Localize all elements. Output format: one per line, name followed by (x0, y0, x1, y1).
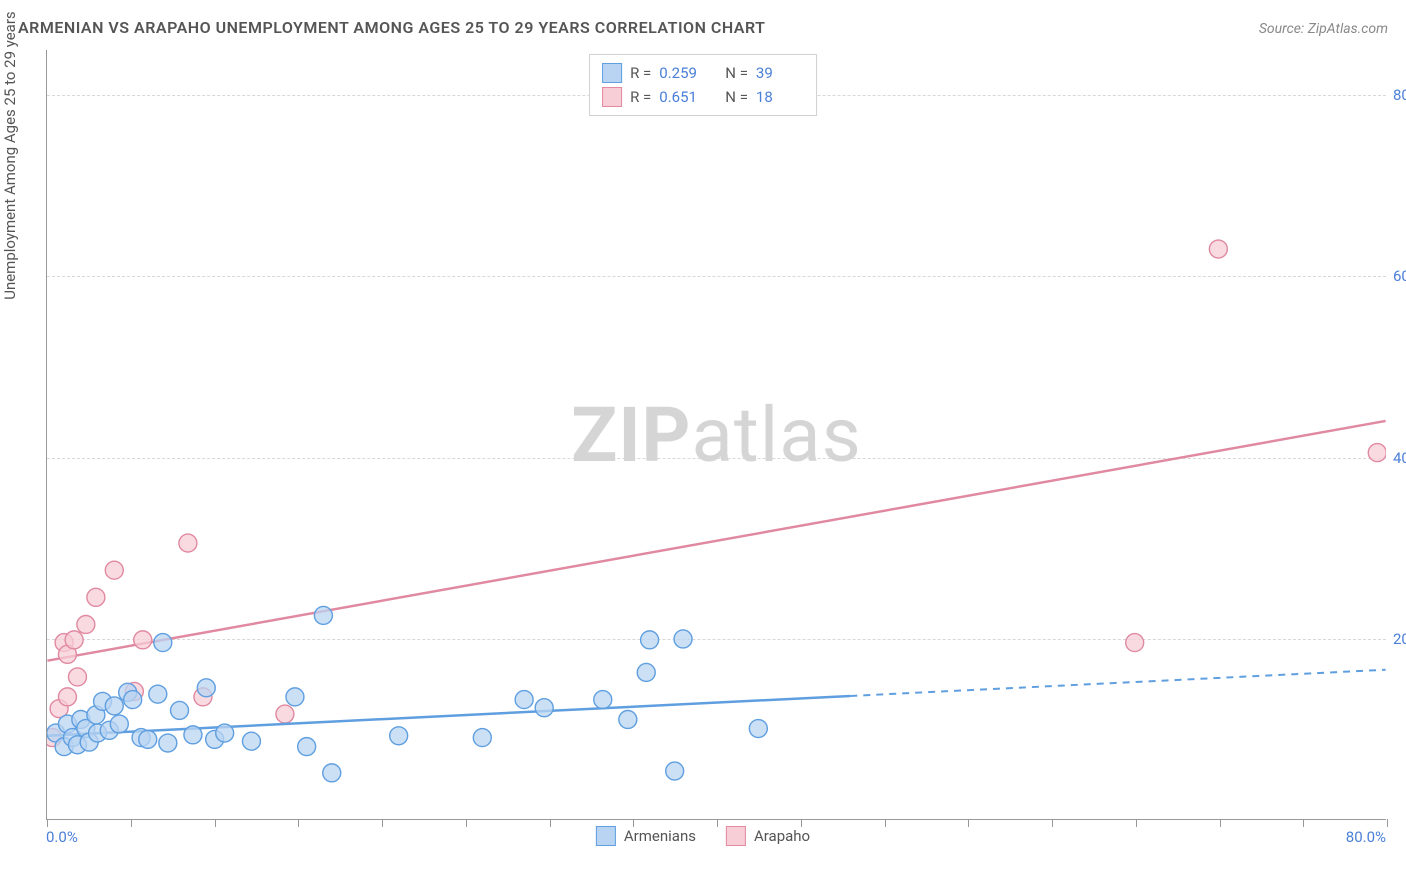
data-point (105, 561, 123, 579)
data-point (139, 730, 157, 748)
data-point (110, 715, 128, 733)
x-tick (47, 819, 48, 827)
data-point (179, 534, 197, 552)
x-tick (131, 819, 132, 827)
data-point (65, 631, 83, 649)
x-tick (1387, 819, 1388, 827)
y-axis-title: Unemployment Among Ages 25 to 29 years (1, 11, 19, 299)
x-tick (298, 819, 299, 827)
data-point (242, 732, 260, 750)
legend-correlation-row: R = 0.259 N = 39 (602, 61, 804, 85)
x-tick (466, 819, 467, 827)
data-point (1368, 444, 1386, 462)
x-tick (1220, 819, 1221, 827)
legend-correlation-row: R = 0.651 N = 18 (602, 85, 804, 109)
r-label: R = (630, 85, 651, 109)
data-point (149, 685, 167, 703)
data-point (276, 705, 294, 723)
data-point (286, 688, 304, 706)
y-tick-label: 40.0% (1393, 449, 1406, 467)
data-point (184, 726, 202, 744)
data-point (594, 691, 612, 709)
x-tick (1303, 819, 1304, 827)
data-point (216, 724, 234, 742)
data-point (666, 762, 684, 780)
r-value: 0.651 (659, 85, 707, 109)
data-point (1126, 634, 1144, 652)
data-point (674, 630, 692, 648)
legend-swatch (602, 63, 622, 83)
x-tick (1052, 819, 1053, 827)
data-point (197, 679, 215, 697)
data-point (124, 691, 142, 709)
r-value: 0.259 (659, 61, 707, 85)
r-label: R = (630, 61, 651, 85)
data-point (323, 764, 341, 782)
x-axis-min-label: 0.0% (46, 828, 78, 846)
n-value: 18 (756, 85, 804, 109)
data-point (154, 634, 172, 652)
trend-line (47, 421, 1385, 661)
x-tick (885, 819, 886, 827)
legend-correlation: R = 0.259 N = 39 R = 0.651 N = 18 (589, 54, 817, 116)
data-point (535, 699, 553, 717)
data-point (171, 701, 189, 719)
data-point (68, 668, 86, 686)
data-point (641, 631, 659, 649)
data-point (87, 588, 105, 606)
data-point (58, 688, 76, 706)
data-point (77, 615, 95, 633)
data-point (390, 727, 408, 745)
n-label: N = (725, 85, 748, 109)
x-tick (382, 819, 383, 827)
x-tick (550, 819, 551, 827)
data-point (515, 691, 533, 709)
x-tick (968, 819, 969, 827)
legend-series-label: Armenians (624, 827, 696, 845)
trend-line (47, 696, 850, 736)
data-point (105, 697, 123, 715)
legend-series-item: Arapaho (726, 826, 810, 846)
legend-series: Armenians Arapaho (596, 826, 810, 846)
chart-title: ARMENIAN VS ARAPAHO UNEMPLOYMENT AMONG A… (18, 18, 765, 37)
data-point (159, 734, 177, 752)
data-point (1209, 240, 1227, 258)
x-tick (215, 819, 216, 827)
y-tick-label: 20.0% (1393, 630, 1406, 648)
legend-swatch (602, 87, 622, 107)
legend-series-label: Arapaho (754, 827, 810, 845)
chart-svg (47, 50, 1386, 819)
n-label: N = (725, 61, 748, 85)
trend-line-dashed (850, 670, 1385, 696)
data-point (298, 738, 316, 756)
legend-swatch (596, 826, 616, 846)
legend-swatch (726, 826, 746, 846)
y-tick-label: 80.0% (1393, 86, 1406, 104)
data-point (134, 631, 152, 649)
data-point (637, 663, 655, 681)
y-tick-label: 60.0% (1393, 267, 1406, 285)
x-axis-max-label: 80.0% (1346, 828, 1386, 846)
data-point (749, 720, 767, 738)
data-point (473, 729, 491, 747)
source-attribution: Source: ZipAtlas.com (1259, 21, 1388, 37)
legend-series-item: Armenians (596, 826, 696, 846)
x-tick (1136, 819, 1137, 827)
plot-area: ZIPatlas 20.0%40.0%60.0%80.0% (46, 50, 1386, 820)
data-point (314, 606, 332, 624)
data-point (619, 710, 637, 728)
n-value: 39 (756, 61, 804, 85)
